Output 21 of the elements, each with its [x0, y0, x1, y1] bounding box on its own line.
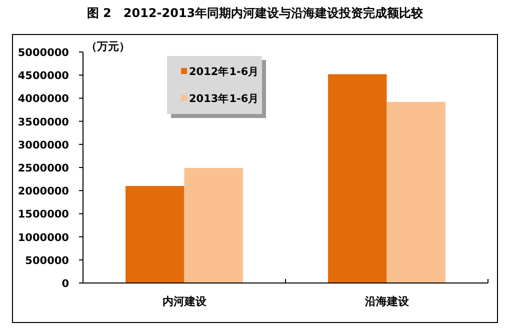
chart-title: 图 2 2012-2013年同期内河建设与沿海建设投资完成额比较: [86, 6, 424, 20]
bar: [386, 102, 446, 283]
y-tick-label: 1000000: [18, 232, 69, 244]
y-tick-label: 2500000: [18, 162, 69, 174]
y-tick-label: 4000000: [18, 93, 69, 106]
y-tick-label: 1500000: [18, 208, 69, 221]
y-axis-title: （万元）: [86, 40, 130, 53]
y-tick-label: 4500000: [18, 70, 69, 82]
y-tick-label: 5000000: [18, 47, 69, 59]
legend-label: 2013年1-6月: [189, 92, 260, 105]
y-tick-label: 2000000: [18, 186, 69, 198]
legend-label: 2012年1-6月: [189, 65, 260, 78]
y-tick-label: 500000: [25, 254, 69, 267]
y-tick-label: 0: [62, 278, 69, 290]
bar: [328, 74, 387, 283]
bar: [184, 168, 243, 283]
x-tick-label: 沿海建设: [364, 295, 410, 308]
y-tick-label: 3000000: [18, 139, 69, 152]
bar: [126, 186, 184, 283]
y-tick-label: 3500000: [18, 116, 69, 128]
x-tick-label: 内河建设: [162, 295, 208, 308]
